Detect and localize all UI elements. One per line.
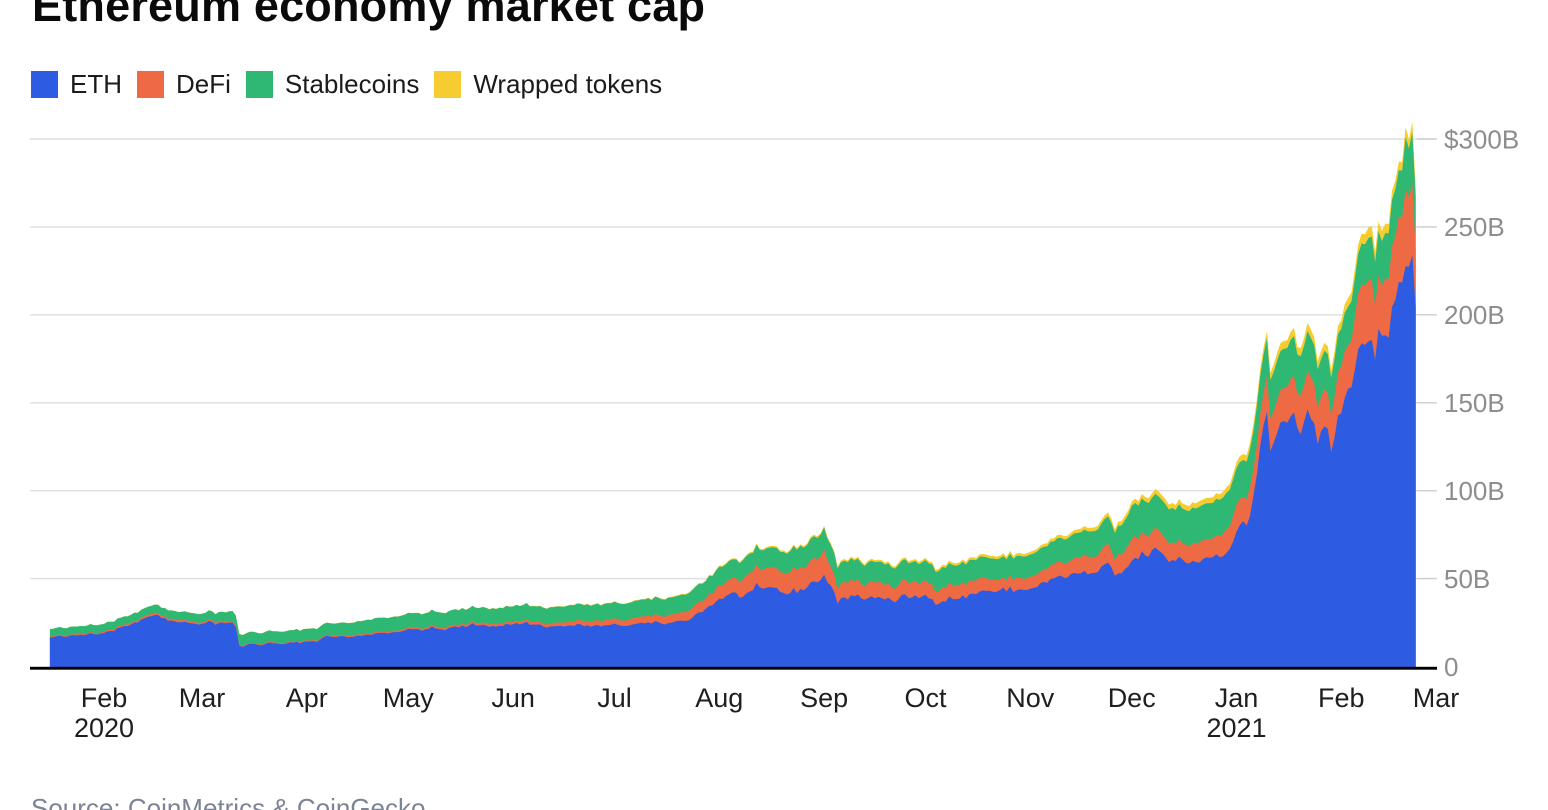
legend-item-wrapped-tokens: Wrapped tokens xyxy=(434,71,662,98)
x-tick-label-2020-08-01: Aug xyxy=(695,683,743,713)
x-axis-line xyxy=(30,666,1437,670)
legend-label-stablecoins: Stablecoins xyxy=(284,69,420,99)
y-tick-label-200: 200B xyxy=(1444,300,1505,330)
x-tick-label-2020-12-01: Dec xyxy=(1108,683,1156,713)
x-tick-year-2020: 2020 xyxy=(74,713,134,743)
y-tick-label-100: 100B xyxy=(1444,476,1505,506)
x-tick-label-2021-02-01: Feb xyxy=(1318,683,1365,713)
area-stablecoins[interactable] xyxy=(49,131,1416,669)
y-tick-label-0: 0 xyxy=(1444,652,1458,682)
legend-item-stablecoins: Stablecoins xyxy=(245,69,420,99)
x-tick-label-2020-05-01: May xyxy=(383,683,435,713)
legend-swatch-stablecoins xyxy=(245,71,273,98)
y-tick-label-150: 150B xyxy=(1444,388,1505,418)
x-tick-label-2020-10-01: Oct xyxy=(904,683,947,713)
legend-swatch-defi xyxy=(137,71,164,98)
area-wrapped-tokens[interactable] xyxy=(49,121,1416,669)
x-tick-label-2021-03-01: Mar xyxy=(1413,683,1460,713)
legend-label-wrapped-tokens: Wrapped tokens xyxy=(473,69,663,99)
x-tick-label-2020-07-01: Jul xyxy=(597,683,632,713)
x-tick-year-2021: 2021 xyxy=(1206,713,1266,743)
legend-label-defi: DeFi xyxy=(176,69,231,99)
chart-title: Ethereum economy market cap xyxy=(32,0,706,31)
x-tick-label-2020-09-01: Sep xyxy=(800,683,848,713)
legend-swatch-wrapped-tokens xyxy=(434,71,462,98)
y-tick-label-300: $300B xyxy=(1444,124,1519,154)
x-tick-label-2020-02-01: Feb xyxy=(81,683,128,713)
x-tick-label-2020-06-01: Jun xyxy=(491,683,535,713)
legend-swatch-eth xyxy=(31,71,58,98)
legend: ETH DeFi Stablecoins Wrapped tokens xyxy=(31,71,677,98)
y-tick-label-50: 50B xyxy=(1444,564,1490,594)
legend-item-defi: DeFi xyxy=(137,71,231,98)
x-tick-label-2020-03-01: Mar xyxy=(179,683,226,713)
legend-label-eth: ETH xyxy=(70,69,122,99)
x-tick-label-2020-04-01: Apr xyxy=(286,683,328,713)
x-tick-label-2020-11-01: Nov xyxy=(1006,683,1055,713)
y-tick-label-250: 250B xyxy=(1444,212,1505,242)
x-tick-label-2021-01-01: Jan xyxy=(1215,683,1259,713)
area-eth[interactable] xyxy=(49,255,1416,668)
source-attribution: Source: CoinMetrics & CoinGecko xyxy=(31,793,426,810)
legend-item-eth: ETH xyxy=(31,71,122,98)
